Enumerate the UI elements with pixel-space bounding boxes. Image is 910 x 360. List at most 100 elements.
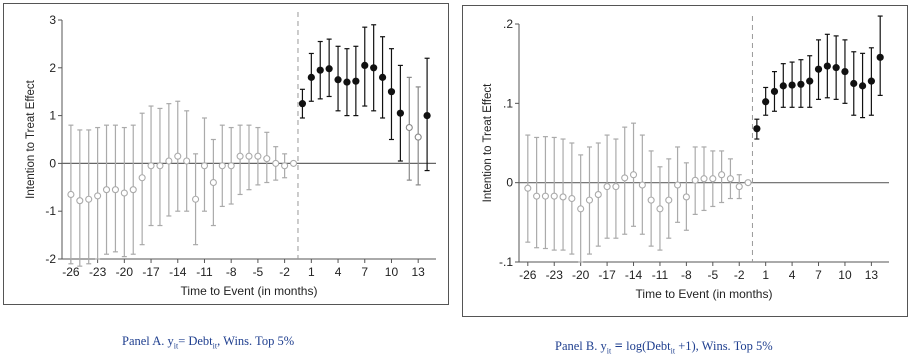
point-open — [665, 196, 673, 204]
point-open — [129, 186, 137, 194]
point-filled — [307, 73, 315, 81]
x-tick-label: -8 — [681, 268, 692, 282]
y-tick-label: .2 — [503, 17, 513, 31]
x-tick-label: 10 — [838, 268, 852, 282]
x-tick-label: 1 — [762, 268, 769, 282]
point-filled — [325, 65, 333, 73]
point-open — [585, 196, 594, 204]
point-filled — [343, 78, 351, 86]
y-axis-title: Intention to Treat Effect — [25, 79, 37, 198]
caption-b-prefix: Panel B. y — [555, 339, 607, 353]
x-tick-label: 13 — [412, 265, 426, 279]
point-open — [709, 175, 717, 183]
point-open — [272, 159, 280, 167]
x-tick-label: 7 — [815, 268, 822, 282]
point-open — [568, 194, 576, 203]
point-open — [76, 197, 84, 205]
point-open — [156, 162, 164, 170]
x-tick-label: 4 — [789, 268, 796, 282]
point-filled — [423, 112, 431, 120]
point-open — [263, 155, 271, 163]
point-open — [533, 192, 541, 200]
x-tick-label: -20 — [572, 268, 590, 282]
y-tick-label: 2 — [49, 61, 56, 75]
point-open — [603, 183, 611, 191]
x-tick-label: -26 — [519, 268, 537, 282]
caption-b-suffix: +1), Wins. Top 5% — [675, 339, 773, 353]
point-open — [656, 205, 664, 213]
point-open — [165, 157, 173, 165]
point-open — [111, 186, 119, 194]
point-filled — [316, 66, 324, 74]
caption-b-mid: log(Debt — [626, 339, 671, 353]
point-open — [200, 162, 209, 170]
panel-b-frame: -.1 0 .1 .2 -26 -23 -20 -17 -14 -11 -8 -5 -2 1 4 7 10 13 T… — [462, 5, 908, 317]
point-filled — [867, 77, 875, 85]
y-tick-label: 0 — [506, 176, 513, 190]
point-open — [183, 157, 191, 165]
point-filled — [361, 61, 369, 70]
point-open — [674, 181, 682, 189]
x-tick-label: -23 — [89, 265, 107, 279]
point-open — [524, 184, 532, 192]
panel-a-frame: -2 -1 0 1 2 3 -26 -23 -20 -17 -14 -11 -8 -5 -2 1 4 7 10 13 T… — [3, 3, 449, 305]
point-open — [541, 192, 549, 200]
point-filled — [753, 125, 761, 133]
caption-b-sub2: it — [670, 346, 676, 356]
x-tick-label: 10 — [385, 265, 399, 279]
x-tick-label: -26 — [62, 265, 80, 279]
x-tick-label: -17 — [142, 265, 160, 279]
caption-b-op: = — [611, 339, 627, 354]
y-tick-label: .1 — [503, 96, 513, 110]
point-filled — [779, 82, 787, 90]
x-tick-label: -2 — [734, 268, 745, 282]
panel-b-caption: Panel B. yit = log(Debtit +1), Wins. Top… — [555, 339, 773, 356]
x-tick-label: -2 — [279, 265, 290, 279]
x-tick-label: -5 — [707, 268, 718, 282]
x-tick-label: -11 — [196, 265, 213, 279]
point-open — [147, 162, 155, 170]
caption-b-sub1: it — [606, 346, 612, 356]
x-tick-label: -14 — [625, 268, 643, 282]
point-open — [744, 179, 752, 187]
point-filled — [378, 73, 387, 81]
point-open — [236, 152, 244, 160]
x-tick-label: -11 — [652, 268, 669, 282]
point-filled — [806, 77, 814, 85]
point-filled — [876, 53, 884, 61]
point-open — [691, 176, 699, 184]
point-filled — [832, 64, 840, 72]
point-filled — [814, 65, 823, 73]
point-filled — [850, 79, 858, 88]
point-open — [612, 183, 620, 191]
point-filled — [762, 98, 770, 106]
x-tick-label: 7 — [361, 265, 368, 279]
y-tick-label: 1 — [49, 109, 56, 123]
point-open — [577, 205, 585, 213]
panel-a-chart: -2 -1 0 1 2 3 -26 -23 -20 -17 -14 -11 -8 -5 -2 1 4 7 10 13 T… — [25, 12, 436, 298]
x-tick-label: -8 — [226, 265, 237, 279]
point-open — [594, 191, 602, 199]
caption-a-sub2: it — [212, 341, 218, 351]
x-tick-label: 13 — [865, 268, 879, 282]
point-open — [209, 178, 217, 187]
point-filled — [298, 100, 307, 108]
point-filled — [841, 68, 849, 76]
point-filled — [352, 77, 360, 85]
y-tick-label: 0 — [49, 156, 56, 170]
point-open — [405, 124, 413, 132]
point-open — [289, 159, 298, 167]
point-open — [726, 175, 734, 183]
point-open — [120, 189, 128, 197]
panel-b-chart: -.1 0 .1 .2 -26 -23 -20 -17 -14 -11 -8 -5 -2 1 4 7 10 13 T… — [482, 15, 889, 301]
x-tick-label: -5 — [253, 265, 264, 279]
point-filled — [770, 87, 779, 96]
point-open — [735, 183, 743, 191]
point-open — [638, 181, 646, 189]
point-open — [138, 174, 146, 182]
point-filled — [823, 62, 831, 70]
x-tick-label: 1 — [308, 265, 315, 279]
caption-a-sub1: it — [173, 341, 179, 351]
point-filled — [788, 81, 796, 89]
x-tick-label: -17 — [598, 268, 616, 282]
